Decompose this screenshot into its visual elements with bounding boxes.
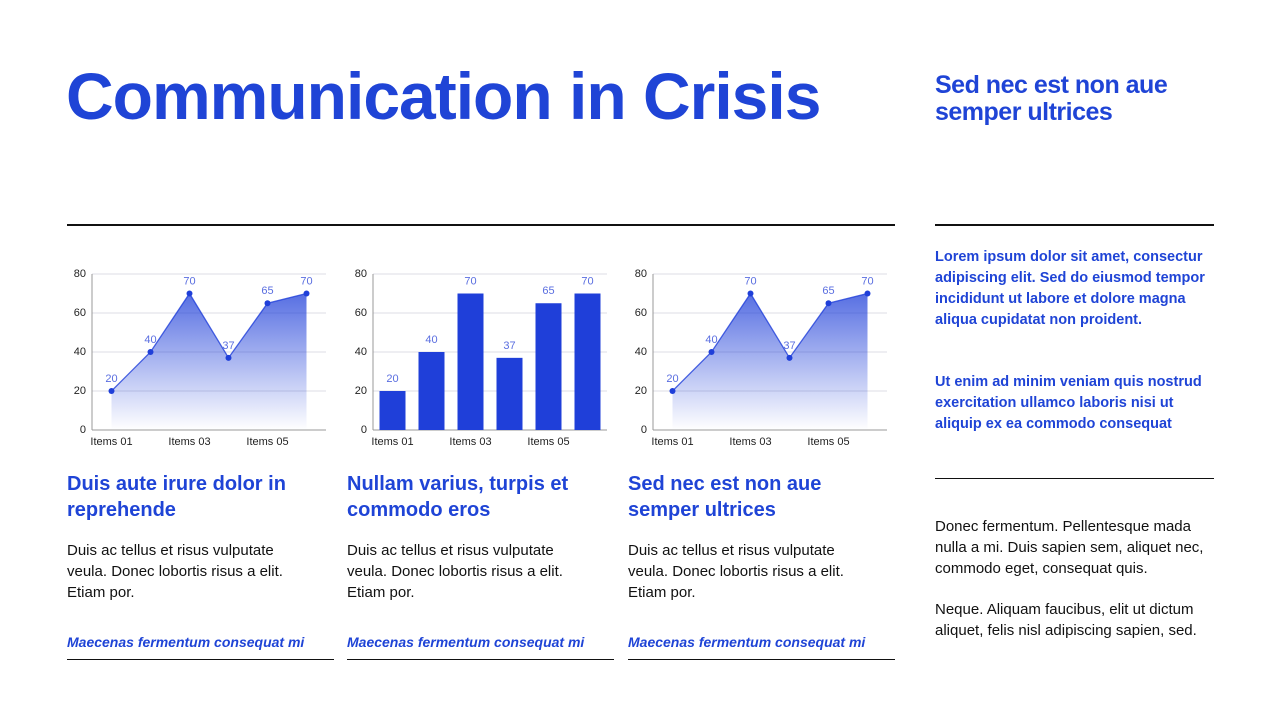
y-tick-label: 60 [355,307,367,319]
point [186,290,193,297]
title: Communication in Crisis [66,59,821,133]
y-tick-label: 60 [635,307,647,319]
y-tick-label: 40 [635,346,647,358]
bar [574,293,601,430]
point [708,349,715,355]
x-tick-label: Items 01 [371,436,413,448]
card-body: Duis ac tellus et risus vulputate veula.… [67,542,283,601]
y-tick-label: 80 [635,268,647,280]
data-label: 37 [222,340,234,352]
card-link[interactable]: Maecenas fermentum consequat mi [628,634,866,650]
data-label: 37 [503,340,515,352]
card-title: Duis aute irure dolor in reprehende [67,473,286,521]
card-title: Sed nec est non aue semper ultrices [628,473,822,521]
y-tick-label: 20 [355,385,367,397]
y-tick-label: 0 [641,424,647,436]
data-label: 40 [705,334,717,346]
x-tick-label: Items 05 [246,436,288,448]
bar [418,352,445,430]
data-label: 70 [744,275,756,287]
data-label: 20 [105,373,117,385]
data-label: 37 [783,340,795,352]
x-tick-label: Items 03 [168,436,210,448]
y-tick-label: 80 [74,268,86,280]
bar [496,357,523,430]
data-label: 40 [425,334,437,346]
point [264,300,271,307]
y-tick-label: 40 [74,346,86,358]
data-label: 70 [581,275,593,287]
highlight: Lorem ipsum dolor sit amet, consectur ad… [935,249,1205,328]
divider [67,659,334,660]
point [108,388,115,394]
line [111,292,307,392]
data-label: 65 [542,285,554,297]
card-title: Nullam varius, turpis et commodo eros [347,473,569,521]
card-link[interactable]: Maecenas fermentum consequat mi [67,634,305,650]
area [111,293,307,430]
point [669,388,676,394]
y-tick-label: 0 [361,424,367,436]
card-body: Duis ac tellus et risus vulputate veula.… [347,542,563,601]
point [147,349,154,355]
data-label: 70 [861,275,873,287]
y-tick-label: 80 [355,268,367,280]
note: Donec fermentum. Pellentesque mada nulla… [935,518,1204,577]
divider [935,224,1214,226]
x-tick-label: Items 03 [449,436,491,448]
area [672,293,868,430]
data-label: 40 [144,334,156,346]
y-tick-label: 60 [74,307,86,319]
highlight: Ut enim ad minim veniam quis nostrud exe… [935,374,1202,432]
x-tick-label: Items 05 [807,436,849,448]
data-label: 20 [386,373,398,385]
divider [628,659,895,660]
data-label: 20 [666,373,678,385]
point [864,290,871,297]
data-label: 70 [183,275,195,287]
x-tick-label: Items 03 [729,436,771,448]
sidebar-heading: Sed nec est non aue semper ultrices [935,71,1168,126]
point [303,290,310,297]
point [825,300,832,307]
note: Neque. Aliquam faucibus, elit ut dictum … [935,601,1197,639]
y-tick-label: 40 [355,346,367,358]
data-label: 70 [464,275,476,287]
divider [67,224,895,226]
data-label: 65 [261,285,273,297]
x-tick-label: Items 01 [651,436,693,448]
point [225,354,232,361]
data-label: 70 [300,275,312,287]
point [747,290,754,297]
divider [935,478,1214,479]
bar [535,303,562,430]
divider [347,659,614,660]
bar [379,391,406,430]
y-tick-label: 20 [635,385,647,397]
x-tick-label: Items 01 [90,436,132,448]
y-tick-label: 0 [80,424,86,436]
data-label: 65 [822,285,834,297]
y-tick-label: 20 [74,385,86,397]
point [786,354,793,361]
card-body: Duis ac tellus et risus vulputate veula.… [628,542,844,601]
line [672,292,868,392]
x-tick-label: Items 05 [527,436,569,448]
card-link[interactable]: Maecenas fermentum consequat mi [347,634,585,650]
bar [457,293,484,430]
